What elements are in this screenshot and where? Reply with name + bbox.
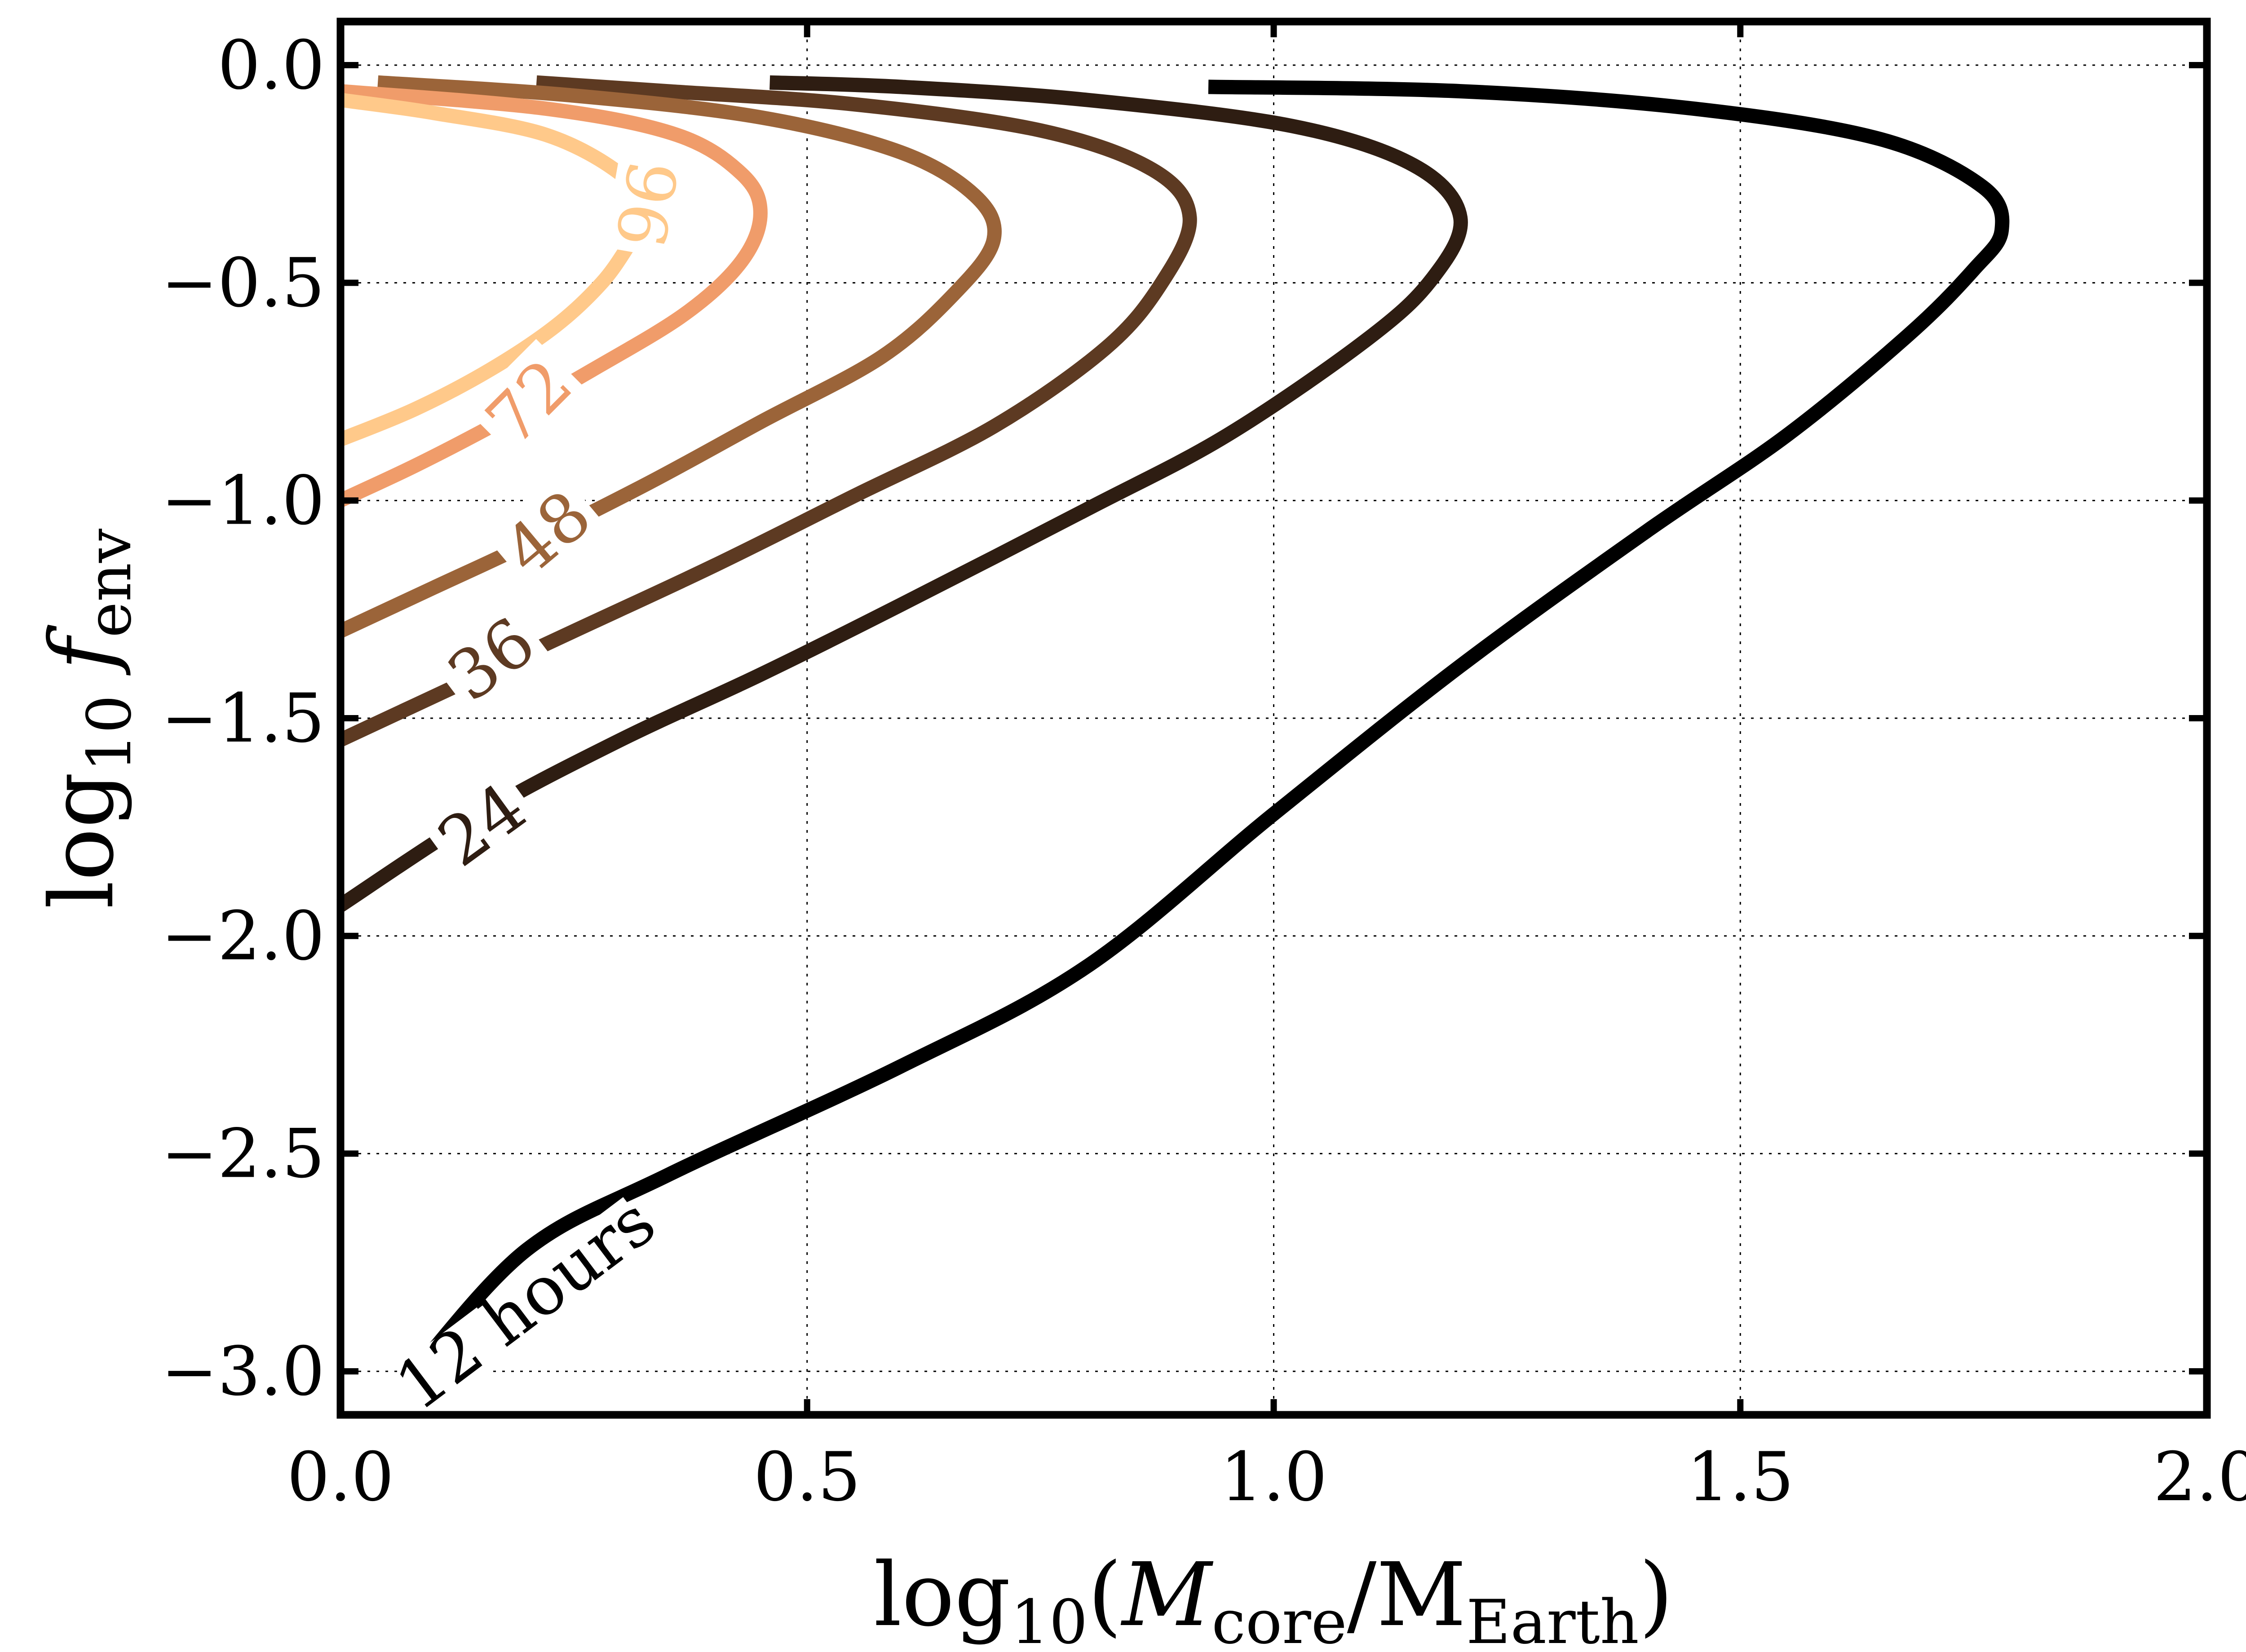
- contour-label-gap-0: [396, 1197, 659, 1415]
- contour-label-group-0: 12 hours: [382, 1182, 669, 1426]
- x-tick-label-0: 0.0: [287, 1438, 394, 1516]
- x-tick-label-4: 2.0: [2153, 1438, 2246, 1516]
- y-tick-label-3: −1.5: [161, 680, 325, 758]
- contour-label-gap-1: [418, 763, 543, 882]
- contour-line-24: [336, 75, 1468, 912]
- contour-label-4: 72: [471, 345, 587, 460]
- contour-label-gap-5: [603, 149, 694, 260]
- x-title-var-sub: core: [1211, 1587, 1347, 1652]
- x-tick-label-3: 1.5: [1687, 1438, 1794, 1516]
- x-tick-label-1: 0.5: [753, 1438, 861, 1516]
- x-title-paren-close: ): [1639, 1544, 1673, 1646]
- axis-ticks: 0.0 0.5 1.0 1.5 2.0 0.0 −0.5 −1.0 −1.5 −2.0 −2.5 −3…: [161, 22, 2246, 1516]
- contour-label-group-3: 48: [484, 470, 608, 592]
- contour-line-36: [337, 75, 1197, 746]
- x-title-unit: M: [1376, 1544, 1466, 1646]
- y-tick-label-1: −0.5: [161, 244, 325, 322]
- contour-label-0: 12 hours: [382, 1182, 669, 1426]
- contour-line-72: [337, 84, 768, 507]
- x-axis-title: log10(Mcore/MEarth): [874, 1544, 1673, 1652]
- contour-label-2: 36: [434, 603, 549, 717]
- x-title-base: log: [874, 1544, 1011, 1646]
- y-axis-title: log10fenv: [31, 529, 145, 909]
- contour-label-group-5: 96: [600, 149, 694, 260]
- contour-label-group-2: 36: [428, 597, 552, 717]
- y-title-var-sub: env: [74, 529, 145, 638]
- y-tick-label-2: −1.0: [161, 462, 325, 540]
- y-tick-label-0: 0.0: [217, 27, 325, 105]
- contour-label-5: 96: [600, 155, 692, 253]
- x-title-unit-sub: Earth: [1466, 1587, 1639, 1652]
- contour-label-gap-2: [428, 597, 552, 717]
- x-title-base-sub: 10: [1011, 1587, 1088, 1652]
- y-title-base-sub: 10: [74, 695, 145, 772]
- x-tick-label-2: 1.0: [1220, 1438, 1327, 1516]
- contour-curves: [336, 75, 2010, 1376]
- x-title-slash: /: [1347, 1544, 1377, 1646]
- y-tick-label-6: −3.0: [161, 1333, 325, 1411]
- contour-line-12-hours: [410, 80, 2010, 1376]
- contour-label-gap-3: [484, 470, 608, 592]
- contour-label-3: 48: [490, 476, 606, 591]
- contour-label-group-4: 72: [465, 339, 589, 462]
- x-title-var: M: [1121, 1544, 1214, 1646]
- y-title-base: log: [31, 772, 133, 909]
- grid: [340, 22, 2207, 1415]
- x-title-paren-open: (: [1088, 1544, 1122, 1646]
- y-tick-label-5: −2.5: [161, 1115, 325, 1193]
- y-tick-label-4: −2.0: [161, 897, 325, 976]
- contour-label-gap-4: [465, 339, 589, 462]
